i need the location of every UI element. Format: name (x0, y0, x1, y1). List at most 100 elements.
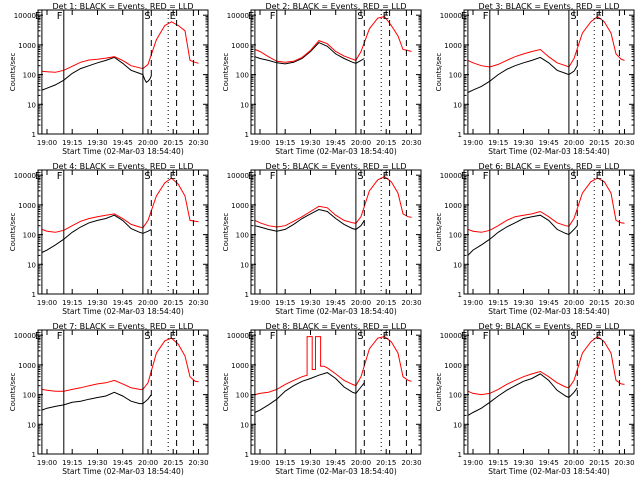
y-tick-label: 100 (449, 72, 462, 80)
time-marker-label: S (144, 171, 150, 182)
y-tick-label: 1 (245, 131, 249, 139)
x-tick-label: 19:45 (113, 459, 133, 467)
y-tick-label: 1000 (231, 362, 249, 370)
y-axis-label: Counts/sec (435, 373, 443, 412)
y-tick-label: 1 (32, 451, 36, 459)
time-marker-label: S (357, 11, 363, 22)
y-tick-label: 1000 (231, 202, 249, 210)
y-axis-label: Counts/sec (435, 53, 443, 92)
x-tick-label: 20:30 (614, 139, 634, 147)
y-tick-label: 10000 (227, 12, 249, 20)
y-tick-label: 10000 (14, 12, 36, 20)
x-tick-label: 20:15 (589, 139, 609, 147)
y-tick-label: 100 (23, 72, 36, 80)
x-tick-label: 20:15 (376, 139, 396, 147)
time-marker-label: F (483, 171, 489, 182)
x-tick-label: 20:15 (163, 139, 183, 147)
y-tick-label: 10 (27, 101, 36, 109)
x-tick-label: 20:30 (188, 139, 208, 147)
y-tick-label: 1 (32, 131, 36, 139)
y-tick-label: 100 (236, 392, 249, 400)
y-tick-label: 1 (245, 451, 249, 459)
x-tick-label: 20:00 (564, 299, 584, 307)
time-marker-label: E (170, 171, 176, 182)
lld-line (254, 176, 412, 228)
time-marker-label: S (144, 11, 150, 22)
x-tick-label: 19:00 (37, 139, 57, 147)
x-axis-label: Start Time (02-Mar-03 18:54:40) (62, 147, 184, 156)
y-tick-label: 10000 (440, 172, 462, 180)
x-tick-label: 19:15 (62, 299, 82, 307)
time-marker-label: F (483, 11, 489, 22)
time-marker-label: E (383, 171, 389, 182)
x-tick-label: 20:30 (401, 139, 421, 147)
x-tick-label: 19:45 (539, 459, 559, 467)
panel-title: Det 6: BLACK = Events, RED = LLD (479, 162, 620, 171)
y-tick-label: 1 (245, 291, 249, 299)
time-marker-label: F (270, 11, 276, 22)
y-tick-label: 10 (240, 261, 249, 269)
events-line (467, 373, 578, 416)
x-tick-label: 20:00 (351, 459, 371, 467)
time-marker-label: F (57, 11, 63, 22)
panel-title: Det 9: BLACK = Events, RED = LLD (479, 322, 620, 331)
time-marker-label: S (570, 331, 576, 342)
x-tick-label: 19:45 (113, 299, 133, 307)
time-marker-label: E (383, 331, 389, 342)
y-tick-label: 100 (449, 392, 462, 400)
x-tick-label: 19:30 (87, 139, 107, 147)
x-tick-label: 19:00 (250, 459, 270, 467)
time-marker-label: S (570, 171, 576, 182)
x-tick-label: 19:30 (513, 299, 533, 307)
x-tick-label: 19:15 (488, 139, 508, 147)
time-marker-label: E (596, 11, 602, 22)
time-marker-label: E (170, 11, 176, 22)
y-tick-label: 100 (449, 232, 462, 240)
x-tick-label: 19:00 (37, 299, 57, 307)
y-tick-label: 10000 (14, 332, 36, 340)
lld-line (254, 336, 412, 396)
time-marker-label: E (170, 331, 176, 342)
x-tick-label: 19:15 (275, 459, 295, 467)
x-axis-label: Start Time (02-Mar-03 18:54:40) (62, 307, 184, 316)
panel-title: Det 4: BLACK = Events, RED = LLD (53, 162, 194, 171)
y-tick-label: 1000 (444, 42, 462, 50)
x-tick-label: 20:15 (376, 299, 396, 307)
y-tick-label: 1000 (18, 202, 36, 210)
y-tick-label: 10 (453, 261, 462, 269)
events-line (254, 42, 365, 65)
x-tick-label: 20:00 (351, 299, 371, 307)
x-tick-label: 19:15 (488, 299, 508, 307)
x-tick-label: 19:15 (62, 139, 82, 147)
y-axis-label: Counts/sec (435, 213, 443, 252)
x-tick-label: 19:00 (250, 299, 270, 307)
x-axis-label: Start Time (02-Mar-03 18:54:40) (62, 467, 184, 476)
y-tick-label: 10 (240, 421, 249, 429)
y-tick-label: 10000 (227, 172, 249, 180)
x-tick-label: 20:00 (564, 139, 584, 147)
x-tick-label: 19:15 (275, 299, 295, 307)
panel-title: Det 8: BLACK = Events, RED = LLD (266, 322, 407, 331)
time-marker-label: E (596, 331, 602, 342)
x-tick-label: 19:45 (113, 139, 133, 147)
y-tick-label: 10 (27, 421, 36, 429)
x-tick-label: 19:30 (513, 139, 533, 147)
events-line (467, 56, 578, 93)
y-tick-label: 1 (32, 291, 36, 299)
y-tick-label: 1000 (18, 42, 36, 50)
y-axis-label: Counts/sec (222, 213, 230, 252)
x-tick-label: 19:15 (488, 459, 508, 467)
y-axis-label: Counts/sec (9, 53, 17, 92)
x-tick-label: 20:30 (401, 299, 421, 307)
events-line (467, 214, 578, 256)
x-tick-label: 19:30 (300, 459, 320, 467)
y-tick-label: 10 (453, 101, 462, 109)
x-tick-label: 20:00 (138, 139, 158, 147)
